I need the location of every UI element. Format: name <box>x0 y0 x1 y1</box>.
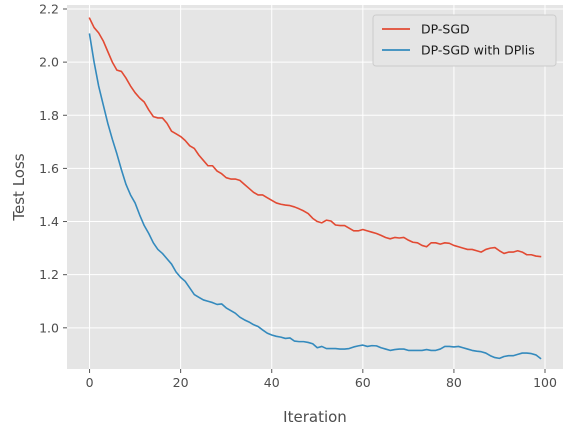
legend-box <box>372 14 557 67</box>
x-tick-label: 20 <box>173 375 189 390</box>
x-tick-label: 100 <box>533 375 557 390</box>
x-tick-label: 80 <box>446 375 462 390</box>
y-axis-ticks: 1.0 1.2 1.4 1.6 1.8 2.0 2.2 <box>39 1 67 335</box>
y-tick-label: 2.0 <box>39 55 59 70</box>
x-tick-label: 0 <box>86 375 94 390</box>
legend-label-dp-sgd-with-dplis: DP-SGD with DPlis <box>421 43 535 58</box>
series-lines <box>88 17 542 360</box>
y-tick-label: 1.2 <box>39 267 59 282</box>
y-tick-label: 1.6 <box>39 161 59 176</box>
x-tick-label: 40 <box>264 375 280 390</box>
x-axis-label: Iteration <box>283 408 347 426</box>
grid <box>67 5 563 369</box>
y-axis-label: Test Loss <box>10 153 28 221</box>
series-line-dp-sgd-with-dplis <box>88 33 542 360</box>
y-tick-label: 1.4 <box>39 214 59 229</box>
legend: DP-SGD DP-SGD with DPlis <box>372 14 557 67</box>
y-tick-label: 1.8 <box>39 108 59 123</box>
y-tick-label: 2.2 <box>39 1 59 16</box>
x-axis-ticks: 0 20 40 60 80 100 <box>86 369 557 390</box>
y-tick-label: 1.0 <box>39 320 59 335</box>
legend-label-dp-sgd: DP-SGD <box>421 22 470 37</box>
series-line-dp-sgd <box>88 17 542 258</box>
x-tick-label: 60 <box>355 375 371 390</box>
